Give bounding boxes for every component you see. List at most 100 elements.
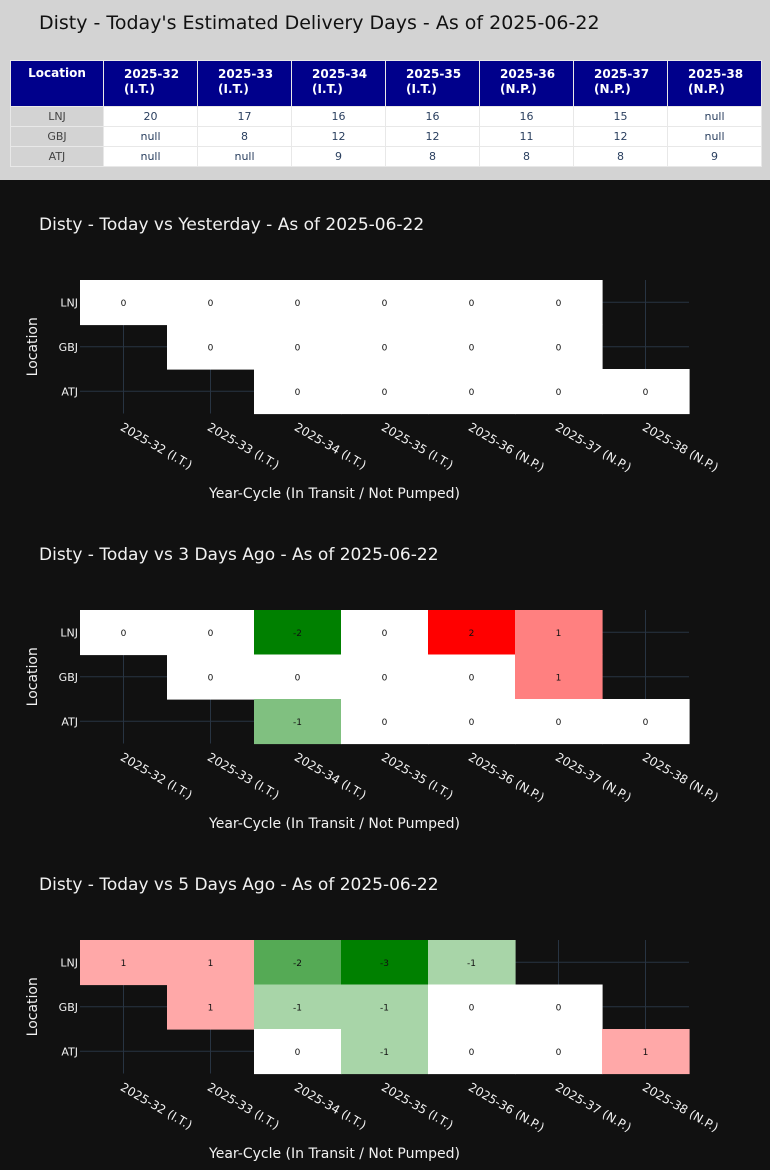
- table-cell: 17: [197, 106, 292, 127]
- heatmap-cell: [80, 940, 168, 986]
- cell-value-label: -1: [293, 1003, 302, 1013]
- y-tick-label: LNJ: [60, 626, 78, 639]
- cell-value-label: 0: [382, 343, 388, 353]
- heatmap-cell: [254, 324, 342, 370]
- cell-value-label: -1: [380, 1003, 389, 1013]
- heatmap-cell: [254, 280, 342, 326]
- cell-value-label: 0: [295, 343, 301, 353]
- table-cell: 12: [291, 126, 386, 147]
- heatmap-cell: [254, 699, 342, 745]
- x-axis-title: Year-Cycle (In Transit / Not Pumped): [208, 486, 460, 502]
- x-tick-label: 2025-33 (I.T.): [205, 1080, 282, 1132]
- heatmap-cell: [428, 654, 516, 700]
- chart-title: Disty - Today vs Yesterday - As of 2025-…: [39, 215, 424, 235]
- heatmap-today-vs-3-days-ago: Disty - Today vs 3 Days Ago - As of 2025…: [25, 545, 721, 832]
- heatmap-cell: [254, 984, 342, 1030]
- table-row: LNJ 20 17 16 16 16 15 null: [10, 106, 762, 127]
- heatmap-cell: [167, 324, 255, 370]
- x-tick-label: 2025-34 (I.T.): [292, 1080, 369, 1132]
- cell-value-label: 0: [556, 1003, 562, 1013]
- cell-value-label: 0: [556, 1048, 562, 1058]
- table-cell: 9: [291, 146, 386, 167]
- cell-value-label: 1: [208, 1003, 214, 1013]
- x-tick-label: 2025-38 (N.P.): [640, 750, 721, 805]
- table-cell: null: [667, 106, 762, 127]
- row-location: ATJ: [10, 146, 104, 167]
- y-tick-label: LNJ: [60, 956, 78, 969]
- cell-value-label: 1: [556, 673, 562, 683]
- heatmap-cell: [80, 610, 168, 656]
- cell-value-label: 0: [382, 299, 388, 309]
- heatmap-cell: [602, 699, 690, 745]
- cell-value-label: 1: [208, 959, 214, 969]
- heatmap-cell: [167, 984, 255, 1030]
- heatmap-cell: [602, 369, 690, 415]
- cell-value-label: 0: [469, 1003, 475, 1013]
- heatmap-cell: [515, 324, 603, 370]
- cell-value-label: 1: [121, 959, 127, 969]
- cell-value-label: 0: [469, 718, 475, 728]
- column-header: 2025-34 (I.T.): [291, 60, 386, 107]
- heatmap-cell: [428, 610, 516, 656]
- x-tick-label: 2025-33 (I.T.): [205, 750, 282, 802]
- heatmap-cell: [341, 984, 429, 1030]
- table-cell: 11: [479, 126, 574, 147]
- cell-value-label: -1: [293, 718, 302, 728]
- cell-value-label: 0: [295, 673, 301, 683]
- x-tick-label: 2025-32 (I.T.): [118, 420, 195, 472]
- cell-value-label: 0: [295, 299, 301, 309]
- table-cell: null: [667, 126, 762, 147]
- heatmap-cell: [515, 280, 603, 326]
- table-cell: 12: [385, 126, 480, 147]
- location-column-header: Location: [10, 60, 104, 107]
- heatmap-cell: [341, 610, 429, 656]
- cell-value-label: 1: [556, 629, 562, 639]
- x-tick-label: 2025-32 (I.T.): [118, 1080, 195, 1132]
- cell-value-label: 0: [208, 673, 214, 683]
- chart-title: Disty - Today vs 5 Days Ago - As of 2025…: [39, 875, 439, 895]
- heatmap-cell: [341, 940, 429, 986]
- x-tick-label: 2025-36 (N.P.): [466, 1080, 547, 1135]
- table-title: Disty - Today's Estimated Delivery Days …: [39, 12, 600, 34]
- x-tick-label: 2025-34 (I.T.): [292, 420, 369, 472]
- cell-value-label: 0: [469, 673, 475, 683]
- heatmap-cell: [341, 699, 429, 745]
- table-row: GBJ null 8 12 12 11 12 null: [10, 126, 762, 147]
- heatmap-cell: [428, 1029, 516, 1075]
- heatmap-cell: [428, 369, 516, 415]
- x-tick-label: 2025-38 (N.P.): [640, 1080, 721, 1135]
- x-tick-label: 2025-35 (I.T.): [379, 1080, 456, 1132]
- heatmap-cell: [428, 940, 516, 986]
- cell-value-label: 0: [643, 388, 649, 398]
- table-header-row: Location 2025-32 (I.T.) 2025-33 (I.T.) 202…: [10, 60, 762, 107]
- heatmap-cell: [602, 1029, 690, 1075]
- table-cell: 12: [573, 126, 668, 147]
- cell-value-label: -1: [467, 959, 476, 969]
- cell-value-label: 0: [382, 388, 388, 398]
- heatmap-cell: [341, 280, 429, 326]
- estimated-delivery-panel: Disty - Today's Estimated Delivery Days …: [0, 0, 770, 180]
- column-header: 2025-38 (N.P.): [667, 60, 762, 107]
- table-cell: 9: [667, 146, 762, 167]
- x-axis-title: Year-Cycle (In Transit / Not Pumped): [208, 1146, 460, 1162]
- cell-value-label: 0: [121, 299, 127, 309]
- y-axis-title: Location: [25, 647, 41, 706]
- heatmap-cell: [341, 369, 429, 415]
- heatmap-cell: [515, 984, 603, 1030]
- cell-value-label: -2: [293, 959, 302, 969]
- cell-value-label: -3: [380, 959, 389, 969]
- heatmap-cell: [515, 1029, 603, 1075]
- y-tick-label: ATJ: [61, 385, 78, 398]
- y-axis-title: Location: [25, 317, 41, 376]
- heatmap-cell: [167, 280, 255, 326]
- heatmap-cell: [428, 280, 516, 326]
- cell-value-label: 0: [121, 629, 127, 639]
- heatmap-cell: [341, 654, 429, 700]
- y-tick-label: GBJ: [59, 671, 78, 684]
- cell-value-label: 0: [382, 673, 388, 683]
- cell-value-label: 0: [208, 629, 214, 639]
- heatmap-cell: [254, 369, 342, 415]
- heatmap-cell: [428, 699, 516, 745]
- column-header: 2025-36 (N.P.): [479, 60, 574, 107]
- y-tick-label: GBJ: [59, 1001, 78, 1014]
